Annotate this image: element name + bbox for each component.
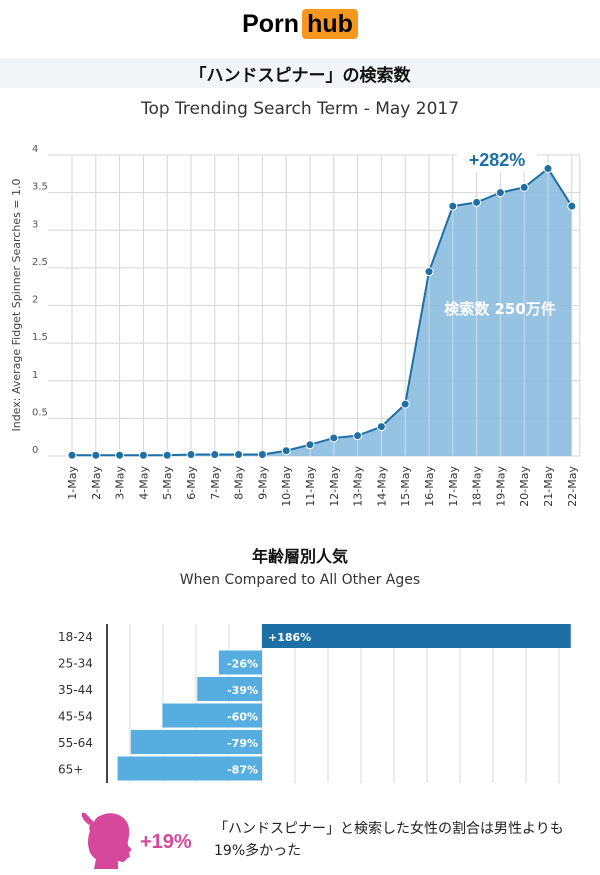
y-tick-label: 0.5 [32, 407, 48, 418]
bar-value-label: -60% [227, 711, 258, 724]
bar-category-label: 25-34 [58, 657, 93, 671]
age-section-subtitle: When Compared to All Other Ages [179, 572, 421, 588]
data-point [115, 450, 125, 460]
x-tick-label: 8-May [233, 466, 246, 500]
data-point [281, 446, 291, 456]
area-fill [72, 168, 572, 457]
x-tick-label: 5-May [161, 466, 174, 500]
y-tick-label: 3.5 [32, 182, 48, 193]
x-tick-label: 18-May [471, 466, 484, 507]
logo-left: Porn [242, 9, 300, 38]
bar-value-label: -87% [227, 764, 258, 777]
x-tick-label: 22-May [566, 466, 579, 507]
title-band: 「ハンドスピナー」の検索数 [0, 58, 600, 88]
data-point [448, 201, 458, 211]
x-tick-label: 2-May [90, 466, 103, 500]
data-point [567, 201, 577, 211]
y-tick-label: 2 [32, 295, 38, 306]
data-point [543, 164, 553, 174]
x-tick-label: 11-May [304, 466, 317, 507]
x-tick-label: 17-May [447, 466, 460, 507]
gender-note: 「ハンドスピナー」と検索した女性の割合は男性よりも19%多かった [214, 821, 564, 859]
bar [130, 730, 262, 754]
data-point [138, 450, 148, 460]
bar [197, 677, 262, 701]
volume-label: 検索数 250万件 [444, 300, 556, 318]
bar-category-label: 65+ [58, 763, 83, 777]
gender-footer: +19% 「ハンドスピナー」と検索した女性の割合は男性よりも19%多かった [0, 805, 600, 873]
data-point [400, 399, 410, 409]
peak-callout-box [457, 146, 537, 172]
female-percent: +19% [140, 831, 192, 853]
pornhub-logo: Porn hub [0, 9, 600, 39]
peak-label: +282% [469, 150, 526, 170]
trend-area-chart: 0 0.5 1 1.5 2 2.5 3 3.5 4 1-May 2-May 3-May 4-May 5-M… [10, 144, 581, 507]
data-point [186, 449, 196, 459]
y-axis-label: Index: Average Fidget Spinner Searches =… [10, 178, 23, 431]
x-tick-label: 12-May [328, 466, 341, 507]
bar [218, 650, 262, 675]
bar-value-label: +186% [268, 631, 311, 644]
data-point [67, 450, 77, 460]
data-point [376, 422, 386, 432]
x-tick-label: 4-May [137, 466, 150, 500]
data-point [424, 267, 434, 277]
bar [162, 703, 262, 728]
data-point [162, 450, 172, 460]
bar [262, 624, 571, 648]
woman-profile-icon [81, 812, 132, 869]
x-tick-label: 6-May [185, 466, 198, 500]
data-point [472, 197, 482, 207]
x-tick-label: 1-May [66, 466, 79, 500]
chart-subtitle: Top Trending Search Term - May 2017 [140, 99, 460, 119]
x-tick-label: 3-May [114, 466, 127, 500]
logo-right: hub [302, 9, 358, 39]
x-tick-label: 7-May [209, 466, 222, 500]
data-point [234, 449, 244, 459]
data-point [91, 450, 101, 460]
bar-category-label: 55-64 [58, 736, 93, 750]
data-point [210, 449, 220, 459]
y-tick-label: 1 [32, 370, 38, 381]
y-tick-label: 4 [32, 144, 38, 155]
x-tick-label: 19-May [494, 466, 507, 507]
bar-category-label: 35-44 [58, 683, 93, 697]
data-point [519, 182, 529, 192]
data-point [495, 188, 505, 198]
bar [117, 756, 262, 781]
age-section-title: 年齢層別人気 [251, 547, 348, 566]
bar-value-label: -39% [227, 684, 258, 697]
x-tick-label: 14-May [375, 466, 388, 507]
x-tick-label: 10-May [280, 466, 293, 507]
y-tick-label: 0 [32, 445, 38, 456]
y-tick-label: 3 [32, 219, 38, 230]
bar-category-label: 18-24 [58, 630, 93, 644]
data-point [257, 449, 267, 459]
bar-value-label: -26% [227, 658, 258, 671]
data-point [329, 433, 339, 443]
series-line [72, 167, 573, 457]
x-tick-label: 15-May [399, 466, 412, 507]
x-tick-label: 13-May [352, 466, 365, 507]
page-title: 「ハンドスピナー」の検索数 [189, 65, 411, 86]
data-point [353, 431, 363, 441]
x-tick-label: 9-May [256, 466, 269, 500]
y-tick-label: 2.5 [32, 257, 48, 268]
x-tick-label: 21-May [542, 466, 555, 507]
x-tick-label: 16-May [423, 466, 436, 507]
x-tick-label: 20-May [518, 466, 531, 507]
peak-annotation: +282% [457, 146, 537, 172]
bar-value-label: -79% [227, 737, 258, 750]
bar-category-label: 45-54 [58, 710, 93, 724]
data-point [305, 440, 315, 450]
y-tick-label: 1.5 [32, 332, 48, 343]
